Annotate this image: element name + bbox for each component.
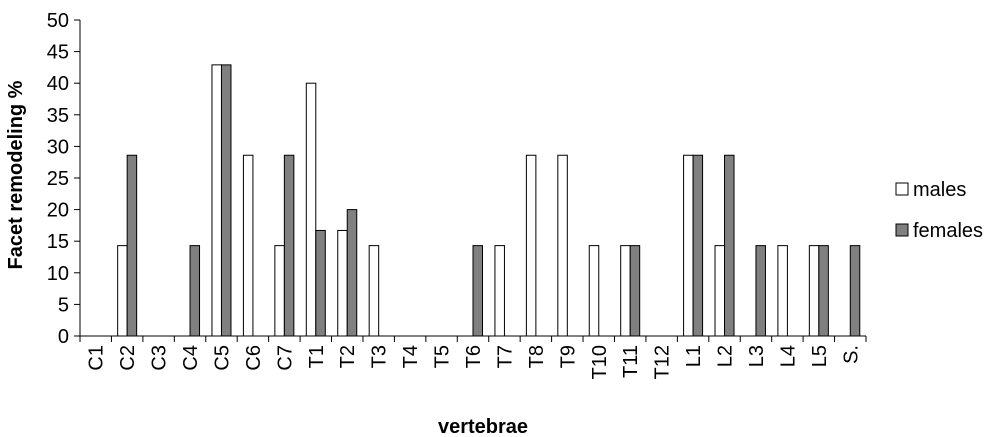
x-tick-label: T4	[400, 345, 422, 368]
x-tick-label: L1	[683, 345, 705, 367]
bar-males-T9	[557, 154, 568, 337]
y-tick-label: 35	[47, 105, 69, 127]
x-tick-label: C2	[117, 345, 139, 371]
y-tick-label: 5	[58, 294, 69, 316]
bar-females-T1	[315, 229, 326, 337]
bar-females-S	[849, 245, 861, 337]
x-axis-ticks: C1 C2 C3 C4 C5 C6 C7 T1 T2 T3 T4 T5 T6 T7 T8 T9 T10 T11 T1…	[79, 336, 867, 379]
x-tick-label: T2	[337, 345, 359, 368]
x-tick-label: T11	[620, 345, 642, 378]
y-axis-ticks: 0 5 10 15 20 25 30 35 40 45 50	[47, 10, 80, 348]
bar-females-L3	[755, 245, 766, 337]
bar-females-T2	[346, 209, 358, 337]
y-tick-label: 15	[47, 231, 69, 253]
x-tick-label: S.	[840, 345, 862, 364]
y-axis-title-group: Facet remodeling %	[5, 80, 27, 269]
x-tick-label: T10	[589, 345, 611, 379]
bar-males-T7	[494, 245, 505, 337]
x-tick-label: L2	[715, 345, 737, 367]
bar-males-T10	[588, 245, 600, 337]
bar-females-L1	[692, 154, 704, 337]
x-tick-label: T8	[526, 345, 548, 368]
x-tick-label: C6	[243, 345, 265, 371]
y-axis-title: Facet remodeling %	[5, 80, 27, 269]
y-tick-label: 20	[47, 200, 69, 222]
x-tick-label: T5	[432, 345, 454, 368]
x-axis-title: vertebrae	[438, 416, 528, 437]
x-tick-label: L3	[746, 345, 768, 367]
bar-males-C7	[274, 245, 285, 337]
axes-group	[79, 20, 866, 337]
bar-males-T8	[525, 154, 537, 337]
legend-label-males: males	[913, 179, 966, 201]
bar-males-C5	[211, 64, 222, 337]
bar-males-T1	[305, 82, 317, 337]
x-tick-label: L5	[809, 345, 831, 367]
x-tick-label: C4	[180, 345, 202, 371]
bar-males-L4	[777, 245, 788, 337]
bar-females-C4	[189, 245, 201, 337]
x-tick-label: C7	[274, 345, 296, 371]
y-tick-label: 10	[47, 263, 69, 285]
bar-males-T3	[368, 245, 380, 337]
y-tick-label: 0	[58, 326, 69, 348]
bar-females-C7	[283, 154, 295, 337]
bars-group	[117, 64, 861, 337]
x-tick-label: T9	[557, 345, 579, 368]
x-tick-label: C5	[211, 345, 233, 371]
bar-males-C6	[242, 154, 254, 337]
x-tick-label: T6	[463, 345, 485, 368]
bar-males-L2	[714, 245, 726, 337]
x-tick-label: C3	[149, 345, 171, 371]
x-tick-label: T3	[369, 345, 391, 368]
bar-males-T11	[620, 245, 631, 337]
y-tick-label: 50	[47, 10, 69, 32]
x-tick-label: T12	[652, 345, 674, 379]
bar-females-C2	[126, 154, 138, 337]
x-tick-label: T1	[306, 345, 328, 368]
legend-swatch-females	[895, 223, 909, 237]
bar-males-T2	[337, 229, 348, 337]
y-tick-label: 25	[47, 168, 69, 190]
x-tick-label: T7	[494, 345, 516, 368]
y-tick-label: 45	[47, 42, 69, 64]
bar-females-C5	[220, 64, 232, 337]
bar-males-L1	[683, 154, 694, 337]
x-tick-label: C1	[86, 345, 108, 371]
bar-males-L5	[808, 245, 820, 337]
bar-females-L2	[724, 154, 735, 337]
legend-swatch-males	[895, 182, 909, 196]
bar-females-L5	[818, 245, 829, 337]
y-tick-label: 30	[47, 136, 69, 158]
bar-females-T6	[472, 245, 483, 337]
x-tick-label: L4	[777, 345, 799, 367]
bar-females-T11	[629, 245, 641, 337]
bar-males-C2	[117, 245, 128, 337]
legend: males females	[895, 179, 983, 242]
y-tick-label: 40	[47, 73, 69, 95]
legend-label-females: females	[913, 220, 983, 242]
